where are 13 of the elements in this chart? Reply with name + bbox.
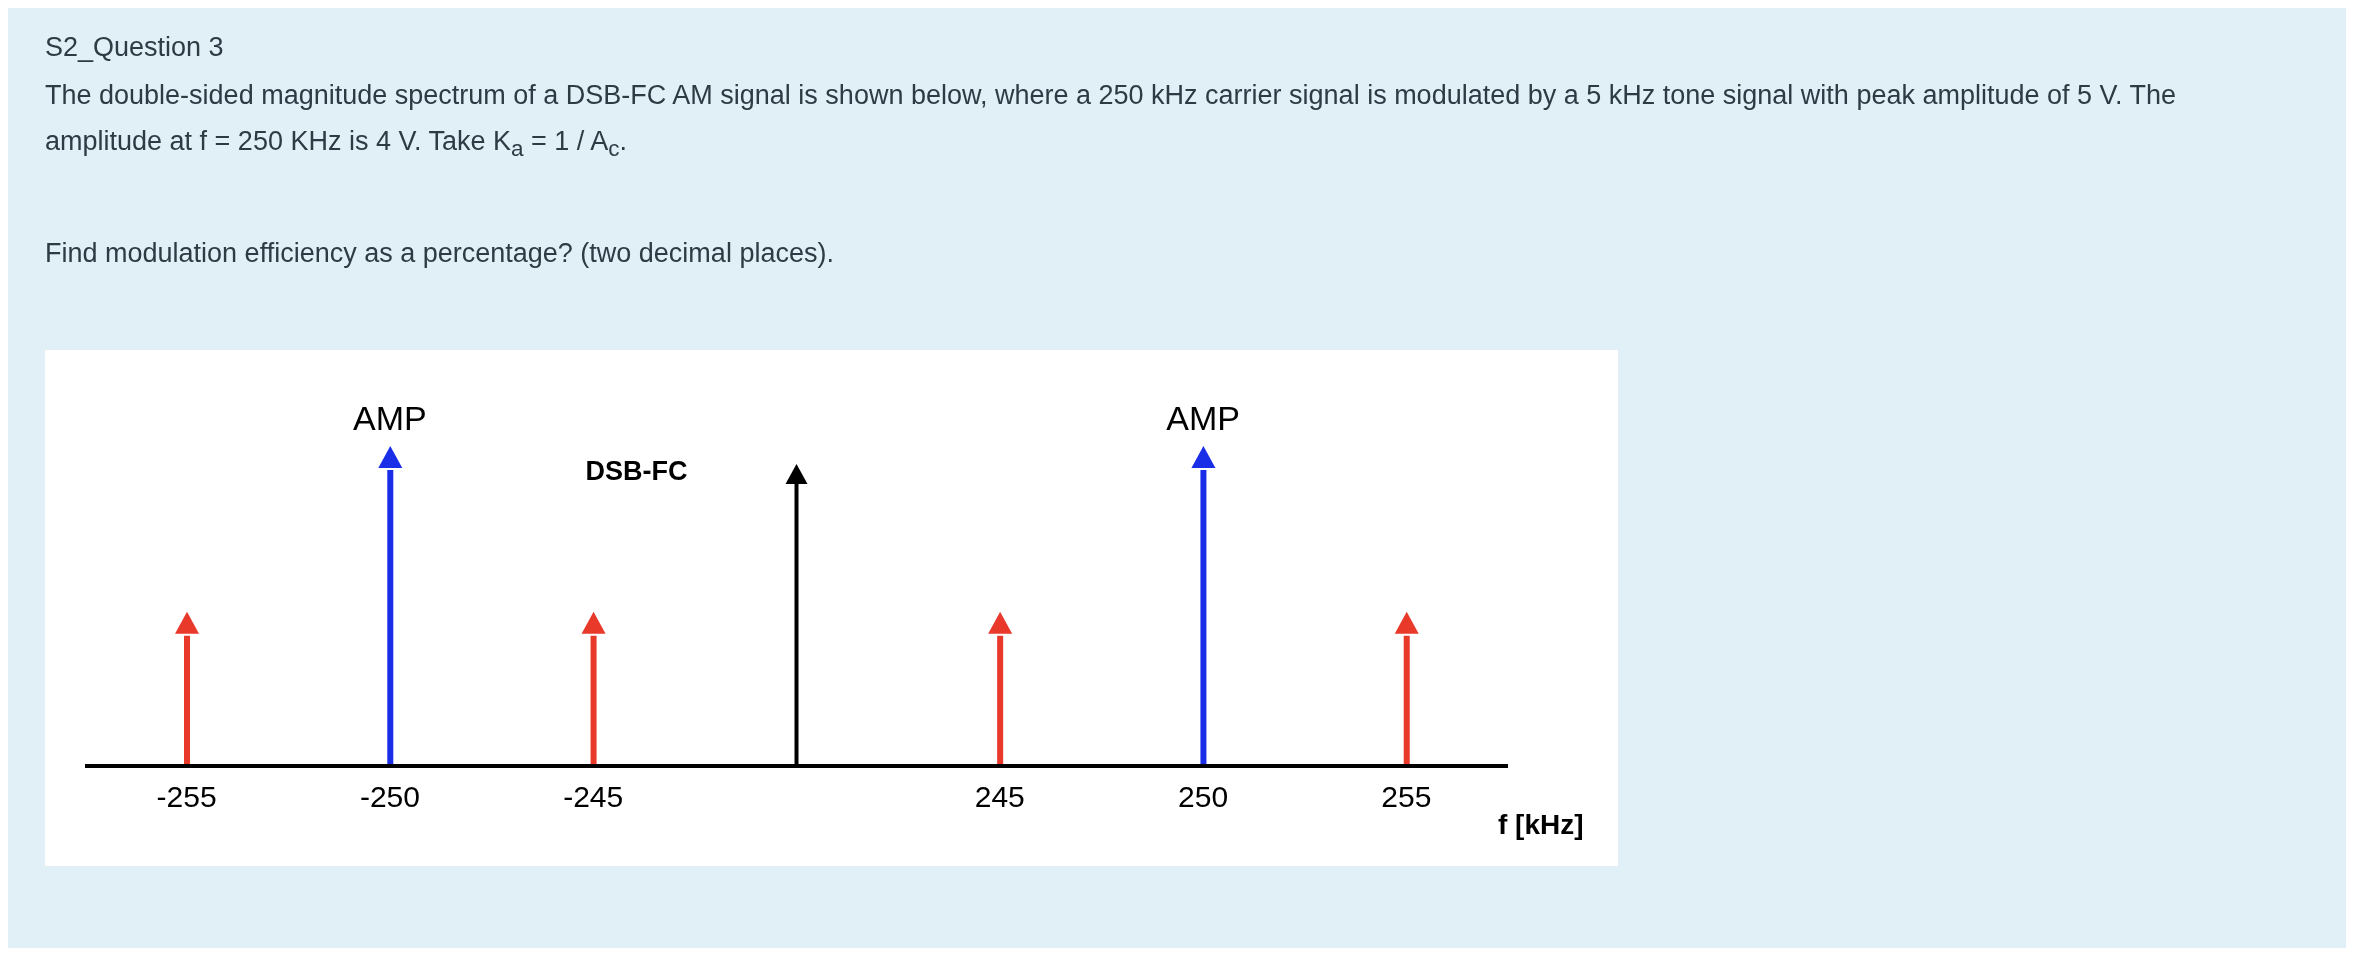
chart-title: S2_Question 3 <box>45 32 224 63</box>
x-tick-label: -250 <box>359 780 420 814</box>
annotation: DSB-FC <box>585 456 688 486</box>
annotation: AMP <box>353 399 427 437</box>
x-tick-label: 245 <box>974 780 1025 814</box>
annotation: AMP <box>1166 399 1240 437</box>
text: Find modulation efficiency as a percentage? (two decimal places). <box>45 238 834 269</box>
chart-subtitle: The double-sided magnitude spectrum of a DSB-FC AM signal is shown below, where a 250 kHz carrier signal is modulated by a 5 kHz tone signal with peak amplitude of 5 V. The amplitude at f = 250 KHz is 4 V. Take K$_{a}$ = 1 / A$_{c}$. <box>45 79 2178 164</box>
x-tick-label: 255 <box>1381 780 1432 814</box>
x-tick-label: -245 <box>563 780 624 814</box>
x-tick-label: 250 <box>1178 780 1229 814</box>
x-axis-title: f [kHz] <box>1498 808 1584 840</box>
x-tick-label: -255 <box>156 780 217 814</box>
